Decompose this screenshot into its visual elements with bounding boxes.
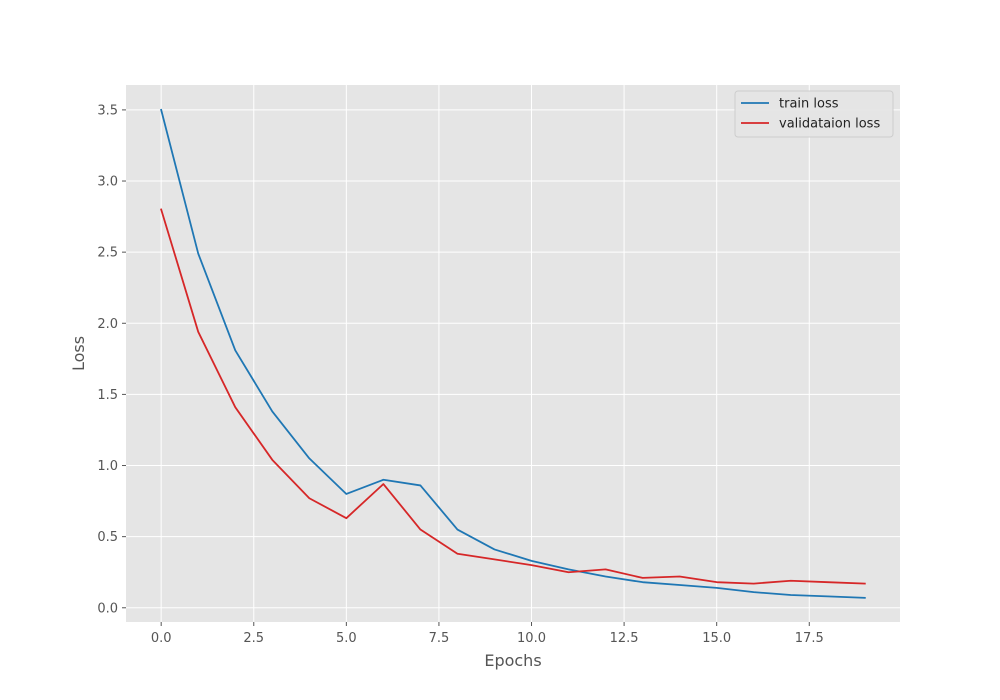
legend-label-1: train loss	[779, 97, 839, 112]
plot-background	[126, 85, 900, 622]
y-tick-label: 0.5	[97, 530, 118, 545]
x-axis-label: Epochs	[484, 651, 541, 670]
y-tick-label: 3.5	[97, 103, 118, 118]
x-tick-label: 0.0	[151, 631, 172, 646]
x-axis-ticks: 0.0 2.5 5.0 7.5 10.0 12.5 15.0 17.5	[151, 622, 824, 646]
series-lines	[160, 108, 866, 599]
y-tick-label: 0.0	[97, 601, 118, 616]
x-tick-label: 15.0	[702, 631, 731, 646]
series-line-2	[160, 208, 866, 585]
y-tick-label: 1.0	[97, 459, 118, 474]
x-tick-label: 12.5	[610, 631, 639, 646]
y-tick-label: 1.5	[97, 388, 118, 403]
legend-label-2: validataion loss	[779, 117, 880, 132]
y-axis-ticks: 0.0 0.5 1.0 1.5 2.0 2.5 3.0 3.5	[97, 103, 126, 616]
series-line-1	[160, 108, 866, 599]
x-tick-label: 7.5	[429, 631, 450, 646]
x-tick-label: 10.0	[517, 631, 546, 646]
y-tick-label: 3.0	[97, 175, 118, 190]
x-tick-label: 2.5	[243, 631, 264, 646]
y-tick-label: 2.5	[97, 246, 118, 261]
y-tick-label: 2.0	[97, 317, 118, 332]
x-tick-label: 5.0	[336, 631, 357, 646]
legend: train loss validataion loss	[734, 90, 894, 138]
grid-lines	[126, 85, 900, 622]
legend-box	[734, 90, 894, 138]
y-axis-label: Loss	[69, 336, 88, 371]
x-tick-label: 17.5	[795, 631, 824, 646]
